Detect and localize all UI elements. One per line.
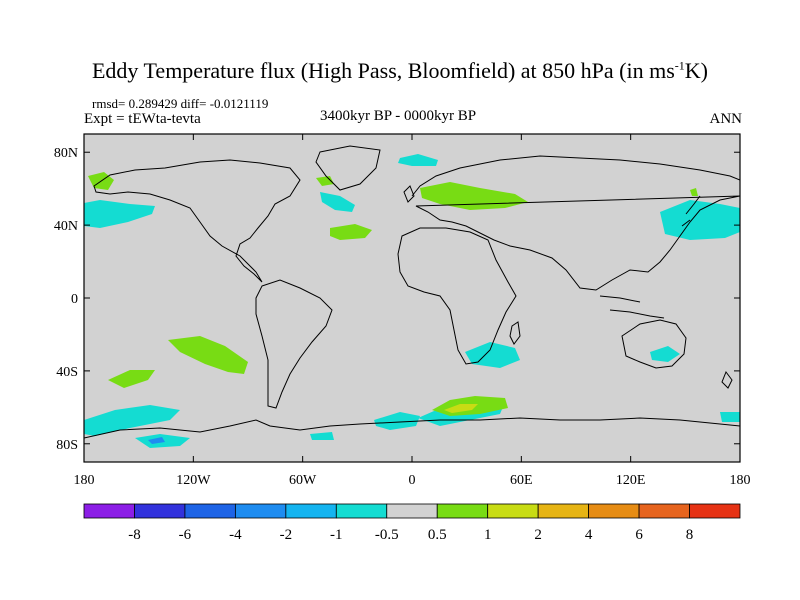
latitude-axis: 80N 40N 0 40S 80S (54, 146, 740, 453)
colorbar-swatch (234, 503, 287, 519)
colorbar-swatch (436, 503, 489, 519)
colorbar-swatch (134, 503, 186, 519)
colorbar-swatch (588, 503, 640, 519)
coastline-antarctica (84, 417, 740, 439)
anomaly-patch (148, 437, 165, 444)
anomaly-patch (108, 370, 155, 388)
colorbar-label: -0.5 (375, 527, 399, 543)
lat-tick-label: 0 (71, 292, 78, 307)
anomaly-patch (398, 154, 438, 166)
anomaly-patch (690, 188, 698, 196)
colorbar-label: 8 (686, 527, 694, 543)
colorbar-swatch (487, 503, 539, 519)
lon-tick-label: 60E (510, 473, 533, 488)
colorbar-label: -2 (280, 527, 293, 543)
colorbar-label: 0.5 (428, 527, 447, 543)
colorbar-swatch (537, 503, 590, 519)
coastline-japan (681, 195, 701, 227)
lon-tick-label: 180 (730, 473, 751, 488)
coastline-indonesia (599, 295, 665, 319)
lon-tick-label: 120W (176, 473, 211, 488)
colorbar-swatch (184, 503, 236, 519)
lon-tick-label: 120E (616, 473, 646, 488)
colorbar-label: -8 (128, 527, 141, 543)
colorbar-swatch (386, 503, 438, 519)
coastline-new-zealand (721, 370, 733, 389)
experiment-label: Expt = tEWta-tevta (84, 111, 201, 127)
coastlines (84, 145, 740, 439)
colorbar-label: 4 (585, 527, 593, 543)
colorbar-swatch (83, 503, 135, 519)
colorbar-label: -6 (179, 527, 192, 543)
anomaly-patch (310, 432, 334, 440)
coastline-madagascar (509, 321, 521, 345)
map-title: Eddy Temperature flux (High Pass, Bloomf… (91, 58, 708, 83)
anomaly-patch (720, 412, 740, 422)
longitude-axis: 180 120W 60W 0 60E 120E 180 (74, 134, 751, 488)
anomaly-patch (330, 224, 372, 240)
lon-tick-label: 0 (409, 473, 416, 488)
anomaly-patch (374, 412, 420, 430)
coastline-south-america (255, 279, 333, 409)
lon-tick-label: 180 (74, 473, 95, 488)
coastline-uk (403, 185, 415, 203)
stats-rmsd: rmsd= 0.289429 diff= -0.0121119 (92, 96, 269, 111)
coastline-eurasia (411, 155, 740, 291)
colorbar-label: 6 (635, 527, 643, 543)
colorbar: -8 -6 -4 -2 -1 -0.5 0.5 1 2 4 6 8 (83, 503, 741, 543)
anomaly-patch (444, 404, 478, 413)
coastline-greenland (315, 145, 381, 191)
anomaly-patch (316, 176, 334, 186)
colorbar-swatch (689, 503, 741, 519)
lat-tick-label: 40N (54, 219, 78, 234)
season-label: ANN (709, 111, 743, 127)
anomaly-field (84, 154, 740, 448)
coastline-africa (397, 227, 517, 365)
anomaly-patch (650, 346, 680, 362)
colorbar-swatch (285, 503, 337, 519)
colorbar-label: 1 (484, 527, 492, 543)
lat-tick-label: 40S (56, 365, 78, 380)
coastline-north-america (93, 159, 301, 283)
anomaly-patch (84, 405, 180, 436)
colorbar-label: 2 (534, 527, 542, 543)
colorbar-swatch (638, 503, 690, 519)
anomaly-patch (84, 200, 155, 228)
anomaly-patch (168, 336, 248, 374)
period-label: 3400kyr BP - 0000kyr BP (320, 108, 477, 124)
map-background (84, 134, 740, 462)
colorbar-label: -4 (229, 527, 242, 543)
coastline-australia (621, 319, 687, 369)
anomaly-patch (320, 192, 355, 212)
lat-tick-label: 80S (56, 438, 78, 453)
lat-tick-label: 80N (54, 146, 78, 161)
colorbar-label: -1 (330, 527, 343, 543)
lon-tick-label: 60W (289, 473, 317, 488)
anomaly-patch (660, 200, 740, 240)
colorbar-swatch (335, 503, 388, 519)
